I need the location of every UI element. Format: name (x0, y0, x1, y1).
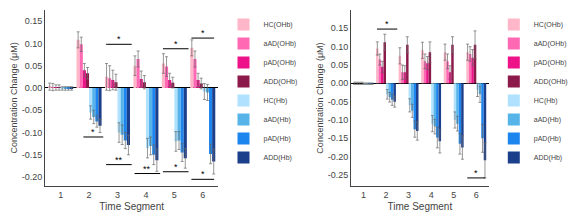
svg-text:HC(OHb): HC(OHb) (264, 21, 293, 29)
svg-text:ADD(OHb): ADD(OHb) (534, 78, 568, 86)
svg-text:aAD(OHb): aAD(OHb) (534, 40, 567, 48)
svg-text:**: ** (115, 155, 123, 165)
svg-text:ADD(Hb): ADD(Hb) (264, 154, 292, 162)
svg-text:-0.10: -0.10 (328, 115, 349, 125)
svg-text:-0.20: -0.20 (22, 172, 43, 182)
svg-text:*: * (201, 169, 205, 179)
svg-text:pAD(Hb): pAD(Hb) (534, 135, 561, 143)
svg-text:*: * (91, 127, 95, 137)
svg-text:aAD(Hb): aAD(Hb) (264, 116, 291, 124)
svg-text:*: * (174, 162, 178, 172)
svg-text:Time Segment: Time Segment (388, 201, 453, 212)
svg-text:0.15: 0.15 (25, 16, 43, 26)
svg-text:-0.05: -0.05 (328, 97, 349, 107)
svg-text:4: 4 (429, 190, 434, 200)
svg-text:-0.15: -0.15 (22, 150, 43, 160)
svg-text:Concentration Change (μM): Concentration Change (μM) (315, 42, 325, 153)
svg-text:Concentration Change (μM): Concentration Change (μM) (9, 42, 19, 153)
svg-text:-0.10: -0.10 (22, 128, 43, 138)
svg-text:0.10: 0.10 (331, 42, 349, 52)
svg-text:pAD(OHb): pAD(OHb) (534, 59, 567, 67)
svg-text:2: 2 (383, 190, 388, 200)
svg-text:pAD(OHb): pAD(OHb) (264, 59, 297, 67)
svg-text:HC(Hb): HC(Hb) (534, 97, 558, 105)
svg-text:*: * (474, 168, 478, 178)
svg-text:-0.20: -0.20 (328, 152, 349, 162)
svg-text:-0.25: -0.25 (328, 170, 349, 180)
svg-text:1: 1 (58, 190, 63, 200)
svg-text:5: 5 (172, 190, 177, 200)
svg-text:0.00: 0.00 (331, 78, 349, 88)
svg-text:4: 4 (143, 190, 148, 200)
svg-text:6: 6 (200, 190, 205, 200)
svg-text:1: 1 (361, 190, 366, 200)
svg-text:aAD(Hb): aAD(Hb) (534, 116, 561, 124)
svg-text:*: * (117, 34, 121, 44)
svg-text:**: ** (143, 164, 151, 174)
svg-text:pAD(Hb): pAD(Hb) (264, 135, 291, 143)
svg-text:0.05: 0.05 (25, 61, 43, 71)
svg-text:*: * (174, 39, 178, 49)
svg-text:0.15: 0.15 (331, 23, 349, 33)
svg-text:-0.15: -0.15 (328, 133, 349, 143)
svg-text:*: * (385, 19, 389, 29)
svg-text:aAD(OHb): aAD(OHb) (264, 40, 297, 48)
svg-text:HC(Hb): HC(Hb) (264, 97, 288, 105)
svg-text:Time Segment: Time Segment (99, 201, 164, 212)
svg-text:6: 6 (474, 190, 479, 200)
svg-text:0.00: 0.00 (25, 83, 43, 93)
svg-text:HC(OHb): HC(OHb) (534, 21, 563, 29)
svg-text:0.10: 0.10 (25, 39, 43, 49)
svg-text:2: 2 (87, 190, 92, 200)
svg-text:ADD(OHb): ADD(OHb) (264, 78, 298, 86)
svg-text:3: 3 (115, 190, 120, 200)
svg-text:5: 5 (451, 190, 456, 200)
svg-text:0.05: 0.05 (331, 60, 349, 70)
svg-text:*: * (201, 28, 205, 38)
svg-text:ADD(Hb): ADD(Hb) (534, 154, 562, 162)
svg-text:-0.05: -0.05 (22, 105, 43, 115)
svg-text:3: 3 (406, 190, 411, 200)
